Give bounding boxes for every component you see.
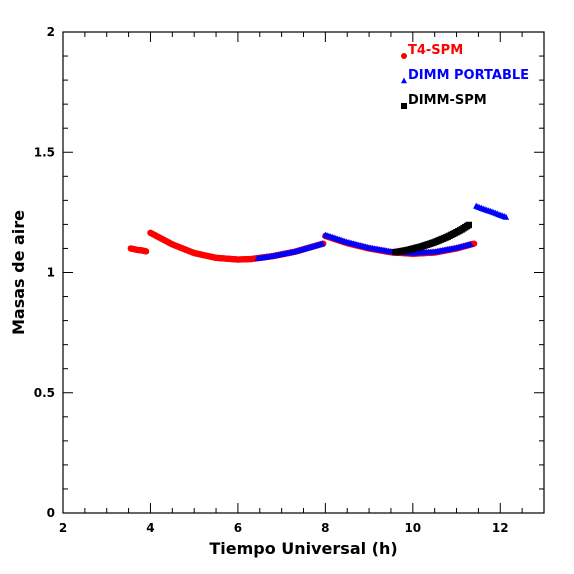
x-tick-label: 10 [404, 521, 421, 535]
legend-label: DIMM PORTABLE [408, 68, 529, 83]
x-tick-label: 2 [59, 521, 67, 535]
data-points [127, 202, 510, 263]
x-tick-label: 12 [492, 521, 509, 535]
y-tick-label: 0.5 [34, 386, 55, 400]
data-point [142, 248, 150, 255]
legend-label: T4-SPM [408, 43, 463, 58]
data-point [465, 221, 472, 229]
data-point [502, 213, 510, 220]
y-tick-label: 2 [47, 25, 55, 39]
legend: T4-SPM DIMM PORTABLE DIMM-SPM [401, 43, 529, 109]
tick-labels: 2 4 6 8 10 12 0 0.5 1 1.5 2 [34, 25, 509, 535]
axis-ticks [62, 31, 545, 514]
legend-marker [401, 77, 407, 84]
y-axis-title: Masas de aire [9, 210, 28, 335]
y-tick-label: 0 [47, 506, 55, 520]
x-tick-label: 8 [321, 521, 329, 535]
y-tick-label: 1 [47, 266, 55, 280]
data-point [467, 240, 474, 247]
legend-marker [401, 53, 407, 59]
x-tick-label: 6 [234, 521, 242, 535]
y-tick-label: 1.5 [34, 145, 55, 159]
legend-marker [401, 103, 407, 109]
data-point [319, 240, 326, 247]
x-axis-title: Tiempo Universal (h) [209, 539, 397, 558]
x-tick-label: 4 [146, 521, 154, 535]
legend-label: DIMM-SPM [408, 93, 487, 108]
